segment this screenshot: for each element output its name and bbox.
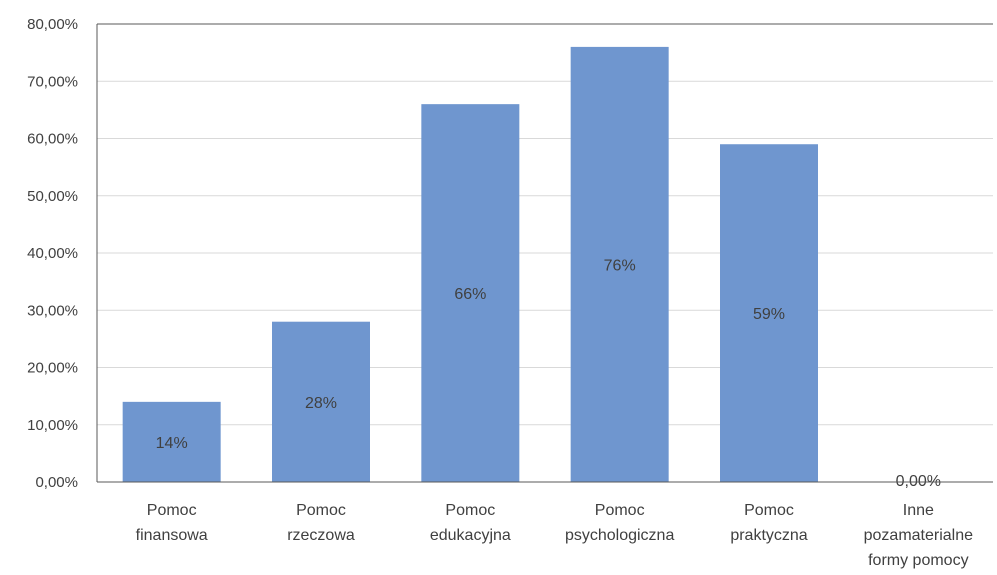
data-label: 28% [305, 395, 337, 412]
y-tick-label: 40,00% [27, 245, 78, 262]
category-label: Pomoc edukacyjna [430, 502, 511, 544]
y-tick-label: 60,00% [27, 131, 78, 148]
y-tick-label: 10,00% [27, 417, 78, 434]
plot-frame [96, 23, 993, 483]
y-axis-ticks: 0,00% 10,00% 20,00% 30,00% 40,00% 50,00% 60,00… [27, 16, 78, 491]
category-label: Pomoc praktyczna [730, 502, 807, 544]
bars [122, 46, 818, 483]
data-label: 76% [604, 257, 636, 274]
y-tick-label: 30,00% [27, 302, 78, 319]
data-labels: 14%28%66%76%59%0,00% [156, 257, 941, 490]
category-label: Pomoc rzeczowa [287, 502, 355, 544]
x-axis-categories: Pomoc finansowa Pomoc rzeczowa Pomoc edukacyj… [136, 502, 973, 569]
category-label: Pomoc psychologiczna [565, 502, 675, 544]
y-tick-label: 80,00% [27, 16, 78, 33]
y-tick-label: 0,00% [35, 474, 78, 491]
category-label: Pomoc finansowa [136, 502, 208, 544]
gridlines [97, 23, 993, 426]
y-tick-label: 20,00% [27, 360, 78, 377]
bar [570, 46, 669, 483]
data-label: 59% [753, 306, 785, 323]
data-label: 66% [454, 286, 486, 303]
bar [272, 321, 370, 482]
bar [720, 144, 818, 482]
bar [122, 401, 221, 482]
bar [421, 104, 520, 483]
category-label: Inne pozamaterialne formy pomocy [864, 502, 974, 569]
y-tick-label: 70,00% [27, 73, 78, 90]
y-tick-label: 50,00% [27, 188, 78, 205]
data-label: 14% [156, 435, 188, 452]
